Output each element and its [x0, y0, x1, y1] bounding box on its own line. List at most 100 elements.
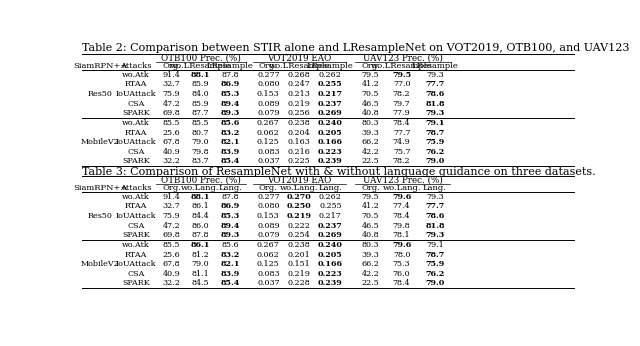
- Text: 79.1: 79.1: [425, 119, 445, 127]
- Text: 82.1: 82.1: [221, 260, 240, 268]
- Text: 85.5: 85.5: [191, 119, 209, 127]
- Text: 0.205: 0.205: [318, 129, 342, 137]
- Text: 79.6: 79.6: [392, 241, 412, 249]
- Text: 22.5: 22.5: [362, 280, 380, 288]
- Text: RTAA: RTAA: [125, 251, 147, 258]
- Text: 0.238: 0.238: [288, 241, 310, 249]
- Text: UAV123 Prec. (%): UAV123 Prec. (%): [363, 54, 443, 63]
- Text: Lang.: Lang.: [318, 184, 342, 192]
- Text: 83.9: 83.9: [221, 270, 240, 278]
- Text: 78.6: 78.6: [426, 212, 445, 220]
- Text: 78.0: 78.0: [393, 251, 410, 258]
- Text: 87.8: 87.8: [221, 71, 239, 79]
- Text: 42.2: 42.2: [362, 270, 380, 278]
- Text: wo.Atk: wo.Atk: [122, 71, 150, 79]
- Text: wo.Atk: wo.Atk: [122, 193, 150, 201]
- Text: UAV123 Prec. (%): UAV123 Prec. (%): [363, 176, 443, 185]
- Text: 78.6: 78.6: [426, 90, 445, 98]
- Text: 85.6: 85.6: [221, 119, 240, 127]
- Text: CSA: CSA: [127, 148, 145, 156]
- Text: 79.3: 79.3: [426, 231, 445, 239]
- Text: RTAA: RTAA: [125, 202, 147, 210]
- Text: 86.9: 86.9: [221, 81, 240, 89]
- Text: 78.4: 78.4: [393, 119, 410, 127]
- Text: 83.2: 83.2: [221, 251, 240, 258]
- Text: 32.2: 32.2: [163, 280, 180, 288]
- Text: 0.080: 0.080: [257, 81, 280, 89]
- Text: 0.037: 0.037: [257, 280, 280, 288]
- Text: 83.9: 83.9: [221, 148, 240, 156]
- Text: 76.2: 76.2: [426, 270, 445, 278]
- Text: 0.240: 0.240: [318, 119, 343, 127]
- Text: 84.5: 84.5: [191, 280, 209, 288]
- Text: wo.Atk: wo.Atk: [122, 241, 150, 249]
- Text: 0.267: 0.267: [257, 119, 280, 127]
- Text: 0.204: 0.204: [288, 129, 310, 137]
- Text: 0.256: 0.256: [288, 109, 310, 117]
- Text: 41.2: 41.2: [362, 202, 380, 210]
- Text: 85.3: 85.3: [221, 90, 240, 98]
- Text: 84.4: 84.4: [191, 212, 209, 220]
- Text: 25.6: 25.6: [163, 129, 180, 137]
- Text: 0.217: 0.217: [318, 90, 343, 98]
- Text: Res50: Res50: [88, 90, 113, 98]
- Text: 0.166: 0.166: [318, 260, 343, 268]
- Text: 0.223: 0.223: [318, 270, 342, 278]
- Text: 78.7: 78.7: [426, 251, 445, 258]
- Text: 75.9: 75.9: [426, 138, 445, 146]
- Text: 0.062: 0.062: [257, 129, 280, 137]
- Text: LResample: LResample: [207, 62, 253, 70]
- Text: Table 2: Comparison between STIR alone and LResampleNet on VOT2019, OTB100, and : Table 2: Comparison between STIR alone a…: [81, 43, 629, 53]
- Text: 79.8: 79.8: [393, 222, 410, 230]
- Text: RTAA: RTAA: [125, 129, 147, 137]
- Text: 0.166: 0.166: [318, 138, 343, 146]
- Text: 0.163: 0.163: [288, 138, 311, 146]
- Text: 46.5: 46.5: [362, 222, 380, 230]
- Text: 83.2: 83.2: [221, 129, 240, 137]
- Text: 25.6: 25.6: [163, 251, 180, 258]
- Text: 0.089: 0.089: [257, 222, 280, 230]
- Text: 67.8: 67.8: [163, 138, 180, 146]
- Text: 89.3: 89.3: [221, 231, 240, 239]
- Text: 67.8: 67.8: [163, 260, 180, 268]
- Text: 89.4: 89.4: [221, 222, 240, 230]
- Text: 70.5: 70.5: [362, 90, 380, 98]
- Text: Org.: Org.: [259, 62, 278, 70]
- Text: LResample: LResample: [412, 62, 458, 70]
- Text: Org.: Org.: [162, 62, 181, 70]
- Text: 79.3: 79.3: [426, 193, 444, 201]
- Text: Org.: Org.: [162, 184, 181, 192]
- Text: 86.0: 86.0: [191, 222, 209, 230]
- Text: 0.267: 0.267: [257, 241, 280, 249]
- Text: 0.262: 0.262: [319, 193, 342, 201]
- Text: 91.4: 91.4: [163, 71, 180, 79]
- Text: 74.9: 74.9: [393, 138, 410, 146]
- Text: 79.8: 79.8: [191, 148, 209, 156]
- Text: 79.5: 79.5: [392, 71, 412, 79]
- Text: 0.269: 0.269: [318, 231, 342, 239]
- Text: 39.3: 39.3: [362, 129, 380, 137]
- Text: MobileV2: MobileV2: [81, 138, 120, 146]
- Text: 79.1: 79.1: [426, 241, 444, 249]
- Text: 66.2: 66.2: [362, 138, 380, 146]
- Text: 79.0: 79.0: [191, 138, 209, 146]
- Text: 77.7: 77.7: [393, 129, 410, 137]
- Text: 75.9: 75.9: [163, 212, 180, 220]
- Text: IoUAttack: IoUAttack: [115, 212, 156, 220]
- Text: 89.4: 89.4: [221, 100, 240, 108]
- Text: 79.0: 79.0: [191, 260, 209, 268]
- Text: 0.262: 0.262: [319, 71, 342, 79]
- Text: 32.7: 32.7: [163, 202, 180, 210]
- Text: 78.2: 78.2: [393, 90, 410, 98]
- Text: 0.255: 0.255: [318, 81, 342, 89]
- Text: 0.213: 0.213: [288, 90, 311, 98]
- Text: 0.217: 0.217: [319, 212, 342, 220]
- Text: 75.7: 75.7: [393, 148, 410, 156]
- Text: 42.2: 42.2: [362, 148, 380, 156]
- Text: SiamRPN++: SiamRPN++: [73, 184, 127, 192]
- Text: 79.6: 79.6: [392, 193, 412, 201]
- Text: 0.240: 0.240: [318, 241, 343, 249]
- Text: 0.239: 0.239: [318, 280, 342, 288]
- Text: IoUAttack: IoUAttack: [115, 138, 156, 146]
- Text: 81.8: 81.8: [425, 100, 445, 108]
